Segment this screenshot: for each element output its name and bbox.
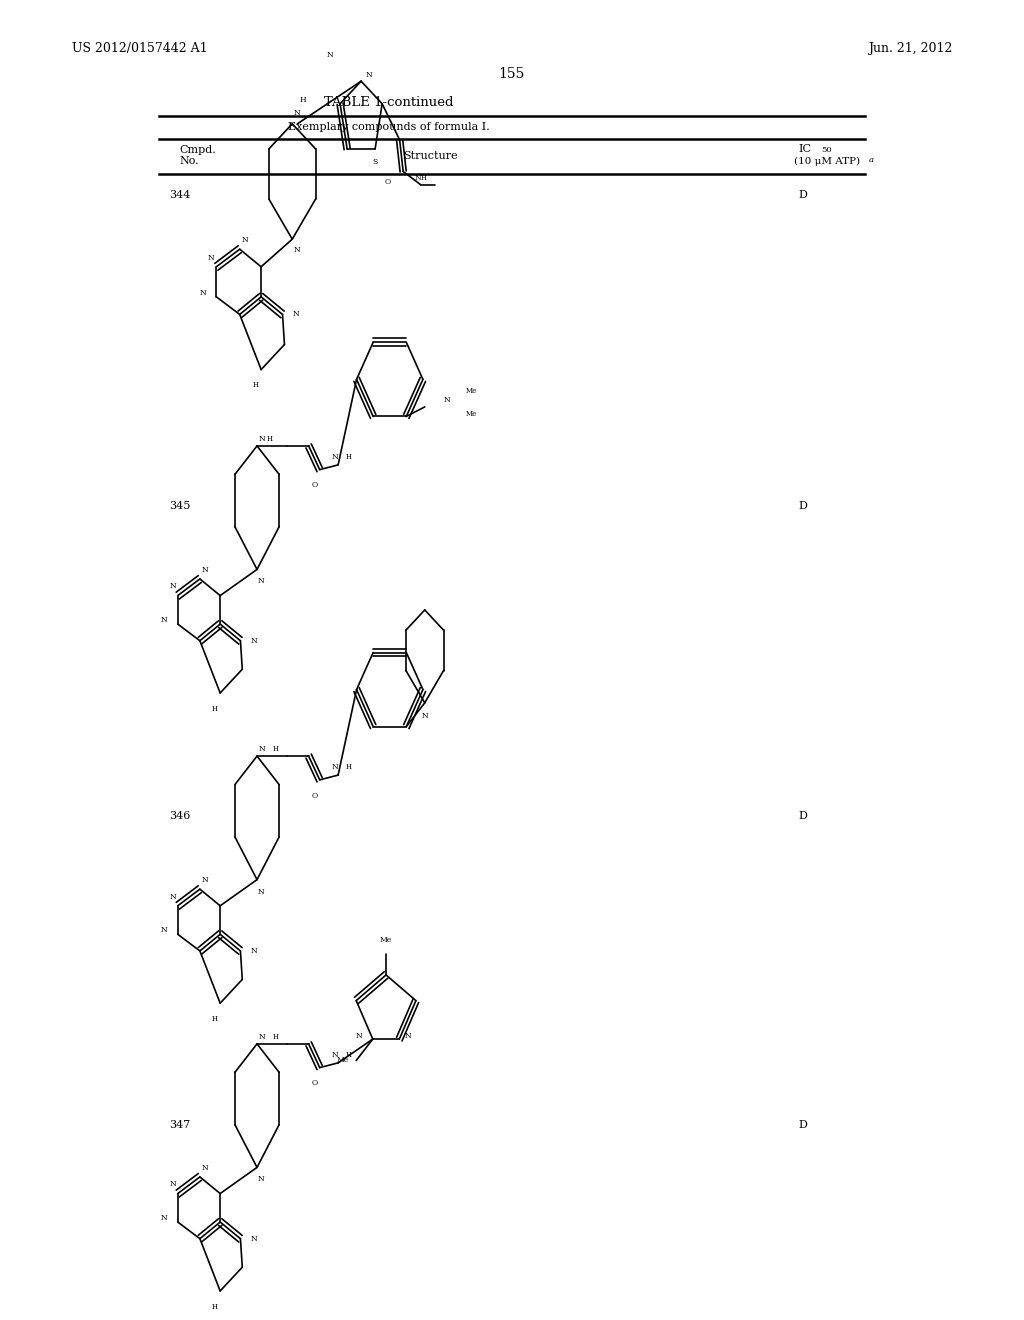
Text: H: H — [345, 1051, 351, 1059]
Text: N: N — [251, 636, 257, 644]
Text: H: H — [212, 1303, 218, 1311]
Text: H: H — [272, 1034, 279, 1041]
Text: N: N — [415, 174, 421, 182]
Text: N: N — [202, 1164, 208, 1172]
Text: D: D — [799, 810, 808, 821]
Text: N: N — [404, 1032, 411, 1040]
Text: N: N — [202, 876, 208, 884]
Text: N: N — [259, 436, 265, 444]
Text: N: N — [169, 1180, 176, 1188]
Text: N: N — [161, 1214, 168, 1222]
Text: Me: Me — [465, 409, 476, 417]
Text: H: H — [421, 174, 427, 182]
Text: D: D — [799, 1119, 808, 1130]
Text: 155: 155 — [499, 67, 525, 81]
Text: N: N — [294, 246, 301, 253]
Text: N: N — [202, 566, 208, 574]
Text: 345: 345 — [169, 500, 190, 511]
Text: a: a — [868, 156, 873, 164]
Text: H: H — [212, 705, 218, 713]
Text: N: N — [251, 1234, 257, 1242]
Text: N: N — [259, 746, 265, 754]
Text: H: H — [345, 453, 351, 461]
Text: 50: 50 — [821, 147, 831, 154]
Text: Jun. 21, 2012: Jun. 21, 2012 — [868, 42, 952, 55]
Text: O: O — [311, 482, 317, 490]
Text: N: N — [332, 453, 338, 461]
Text: Me: Me — [337, 1056, 349, 1064]
Text: N: N — [251, 946, 257, 954]
Text: N: N — [169, 582, 176, 590]
Text: H: H — [266, 436, 272, 444]
Text: H: H — [253, 381, 259, 389]
Text: Exemplary compounds of formula I.: Exemplary compounds of formula I. — [288, 121, 490, 132]
Text: TABLE 1-continued: TABLE 1-continued — [325, 96, 454, 110]
Text: Me: Me — [465, 387, 476, 395]
Text: N: N — [293, 310, 299, 318]
Text: N: N — [258, 887, 264, 895]
Text: N: N — [200, 289, 207, 297]
Text: N: N — [169, 892, 176, 900]
Text: N: N — [294, 110, 301, 117]
Text: (10 μM ATP): (10 μM ATP) — [794, 157, 860, 165]
Text: 344: 344 — [169, 190, 190, 201]
Text: N: N — [259, 1034, 265, 1041]
Text: N: N — [161, 927, 168, 935]
Text: O: O — [311, 1080, 317, 1088]
Text: H: H — [345, 763, 351, 771]
Text: N: N — [444, 396, 451, 404]
Text: IC: IC — [799, 144, 812, 154]
Text: N: N — [332, 763, 338, 771]
Text: N: N — [161, 616, 168, 624]
Text: Me: Me — [380, 936, 392, 944]
Text: N: N — [327, 50, 334, 59]
Text: US 2012/0157442 A1: US 2012/0157442 A1 — [72, 42, 207, 55]
Text: H: H — [299, 96, 306, 104]
Text: N: N — [258, 577, 264, 585]
Text: N: N — [242, 236, 248, 244]
Text: H: H — [212, 1015, 218, 1023]
Text: D: D — [799, 500, 808, 511]
Text: Structure: Structure — [402, 150, 458, 161]
Text: Cmpd.: Cmpd. — [179, 145, 216, 156]
Text: N: N — [208, 253, 215, 261]
Text: N: N — [258, 1175, 264, 1183]
Text: H: H — [272, 746, 279, 754]
Text: N: N — [422, 711, 428, 719]
Text: S: S — [373, 158, 378, 166]
Text: No.: No. — [179, 156, 199, 166]
Text: 346: 346 — [169, 810, 190, 821]
Text: N: N — [366, 70, 373, 79]
Text: O: O — [385, 178, 391, 186]
Text: N: N — [356, 1032, 362, 1040]
Text: D: D — [799, 190, 808, 201]
Text: 347: 347 — [169, 1119, 190, 1130]
Text: N: N — [332, 1051, 338, 1059]
Text: O: O — [311, 792, 317, 800]
